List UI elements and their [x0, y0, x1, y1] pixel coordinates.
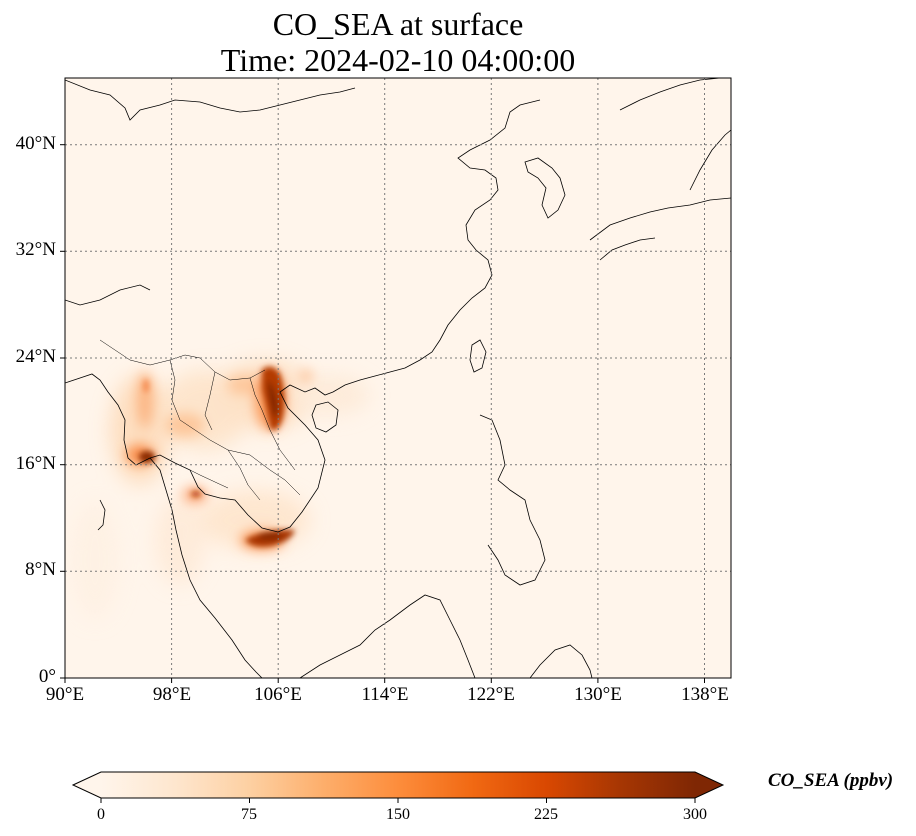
colorbar-extend-low	[73, 772, 101, 798]
colorbar-tick-150: 150	[386, 806, 410, 823]
lat-label-16n: 16°N	[15, 453, 56, 474]
map-frame	[64, 77, 732, 679]
lon-label-138e: 138°E	[681, 684, 729, 705]
coastlines	[65, 78, 731, 678]
plot-title-line2: Time: 2024-02-10 04:00:00	[220, 42, 576, 78]
colorbar-tick-75: 75	[241, 806, 257, 823]
lat-label-32n: 32°N	[15, 239, 56, 260]
lon-label-106e: 106°E	[254, 684, 302, 705]
lat-label-8n: 8°N	[25, 559, 56, 580]
plot-title-line1: CO_SEA at surface	[272, 6, 524, 42]
colorbar-gradient	[101, 772, 695, 798]
colorbar-extend-high	[695, 772, 723, 798]
axis-ticks	[60, 144, 705, 683]
lat-label-40n: 40°N	[15, 133, 56, 154]
lat-label-24n: 24°N	[15, 346, 56, 367]
country-borders	[99, 339, 301, 501]
colorbar-tick-225: 225	[534, 806, 558, 823]
gridlines	[65, 78, 731, 678]
lon-label-114e: 114°E	[361, 684, 409, 705]
lon-label-122e: 122°E	[467, 684, 515, 705]
lon-label-90e: 90°E	[45, 684, 85, 705]
colorbar-label: CO_SEA (ppbv)	[768, 770, 894, 791]
lon-label-98e: 98°E	[152, 684, 192, 705]
map-background	[65, 78, 731, 678]
colorbar-tick-0: 0	[97, 806, 105, 823]
colorbar	[71, 771, 725, 803]
lat-label-0: 0°	[38, 666, 56, 687]
colorbar-tick-300: 300	[683, 806, 707, 823]
lon-label-130e: 130°E	[574, 684, 622, 705]
concentration-field	[70, 360, 370, 620]
